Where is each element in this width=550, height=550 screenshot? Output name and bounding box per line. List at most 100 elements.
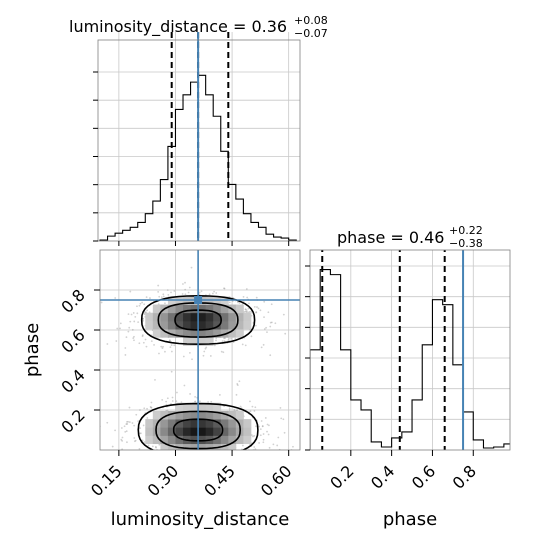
density-truth-marker [194, 296, 203, 304]
density-cell [190, 402, 199, 412]
density-point [170, 457, 172, 459]
density-point [166, 289, 169, 291]
density-cell [213, 320, 222, 330]
density-contour-mode0-level1 [157, 302, 239, 338]
density-point [171, 396, 174, 399]
density-point [237, 464, 239, 466]
density-cell [190, 312, 199, 322]
density-point [236, 301, 239, 304]
density-point [126, 421, 128, 423]
density-point [208, 293, 211, 296]
density-point [137, 321, 140, 324]
density-point [124, 354, 127, 356]
density-point [126, 441, 128, 444]
phase-title-plus: +0.22 [449, 224, 483, 237]
density-point [143, 313, 146, 316]
density-contour-mode1-level1 [155, 410, 242, 450]
density-point [236, 383, 239, 385]
density-cell [198, 320, 207, 330]
density-point [228, 301, 231, 304]
density-point [157, 291, 160, 293]
density-cell [175, 304, 184, 314]
density-cell [175, 427, 184, 436]
density-point [162, 461, 164, 463]
density-point [183, 457, 185, 459]
density-cell [145, 435, 154, 445]
density-cell [152, 312, 161, 322]
density-point [119, 322, 122, 325]
density-contour-mode1-level2 [172, 418, 224, 442]
density-point [264, 417, 267, 419]
density-point [262, 441, 265, 444]
density-point [207, 456, 209, 458]
density-point [132, 451, 134, 453]
density-point [141, 335, 144, 338]
density-point [124, 430, 127, 433]
density-point [194, 395, 197, 398]
density-point [236, 409, 239, 411]
density-cell [220, 443, 229, 450]
density-cell [228, 419, 237, 428]
density-point [224, 337, 226, 340]
density-point [265, 326, 268, 329]
density-point [161, 347, 164, 350]
density-point [142, 319, 145, 322]
density-point [160, 345, 163, 348]
density-point [131, 328, 134, 331]
density-point [245, 310, 248, 313]
density-point [169, 340, 171, 342]
density-point [106, 343, 109, 345]
density-point [96, 303, 98, 305]
density-point [202, 464, 204, 466]
density-cell [235, 312, 244, 322]
density-point [191, 457, 193, 459]
density-point [255, 425, 257, 428]
density-point [158, 295, 161, 298]
density-cell [152, 304, 161, 314]
density-point [245, 309, 248, 312]
density-point [153, 344, 155, 346]
density-cell [198, 402, 207, 412]
density-point [123, 425, 126, 428]
density-cell [152, 320, 161, 330]
density-xtick-label-2: 0.45 [200, 461, 239, 500]
density-point [266, 331, 268, 333]
density-point [182, 283, 184, 285]
density-point [144, 338, 147, 341]
density-point [222, 457, 224, 459]
density-cell [160, 329, 169, 338]
density-point [209, 453, 211, 455]
density-point [254, 448, 257, 450]
density-point [121, 436, 124, 439]
density-point [146, 417, 149, 419]
density-point [221, 340, 224, 343]
density-point [114, 429, 116, 432]
density-cell [243, 427, 252, 436]
density-cell [205, 402, 214, 412]
density-contour-mode0-level0 [140, 294, 256, 346]
density-point [202, 354, 205, 357]
density-point [267, 311, 270, 314]
density-point [127, 313, 130, 315]
density-point [223, 287, 226, 290]
density-point [189, 393, 192, 395]
density-point [211, 453, 213, 455]
density-point [161, 398, 164, 401]
density-point [133, 339, 135, 342]
density-point [164, 302, 166, 305]
density-cell [160, 435, 169, 445]
density-point [133, 440, 136, 443]
density-point [183, 384, 186, 387]
density-point [106, 421, 109, 424]
density-cell [160, 427, 169, 436]
density-cell [183, 329, 191, 338]
density-point [125, 423, 128, 425]
density-point [256, 306, 258, 308]
density-cell [243, 435, 252, 445]
density-point [194, 455, 196, 457]
phase-hist-xtick-label-0: 0.2 [326, 461, 357, 492]
density-point [141, 439, 144, 442]
phase-hist-xtick-label-2: 0.6 [408, 461, 439, 492]
density-point [212, 452, 214, 454]
